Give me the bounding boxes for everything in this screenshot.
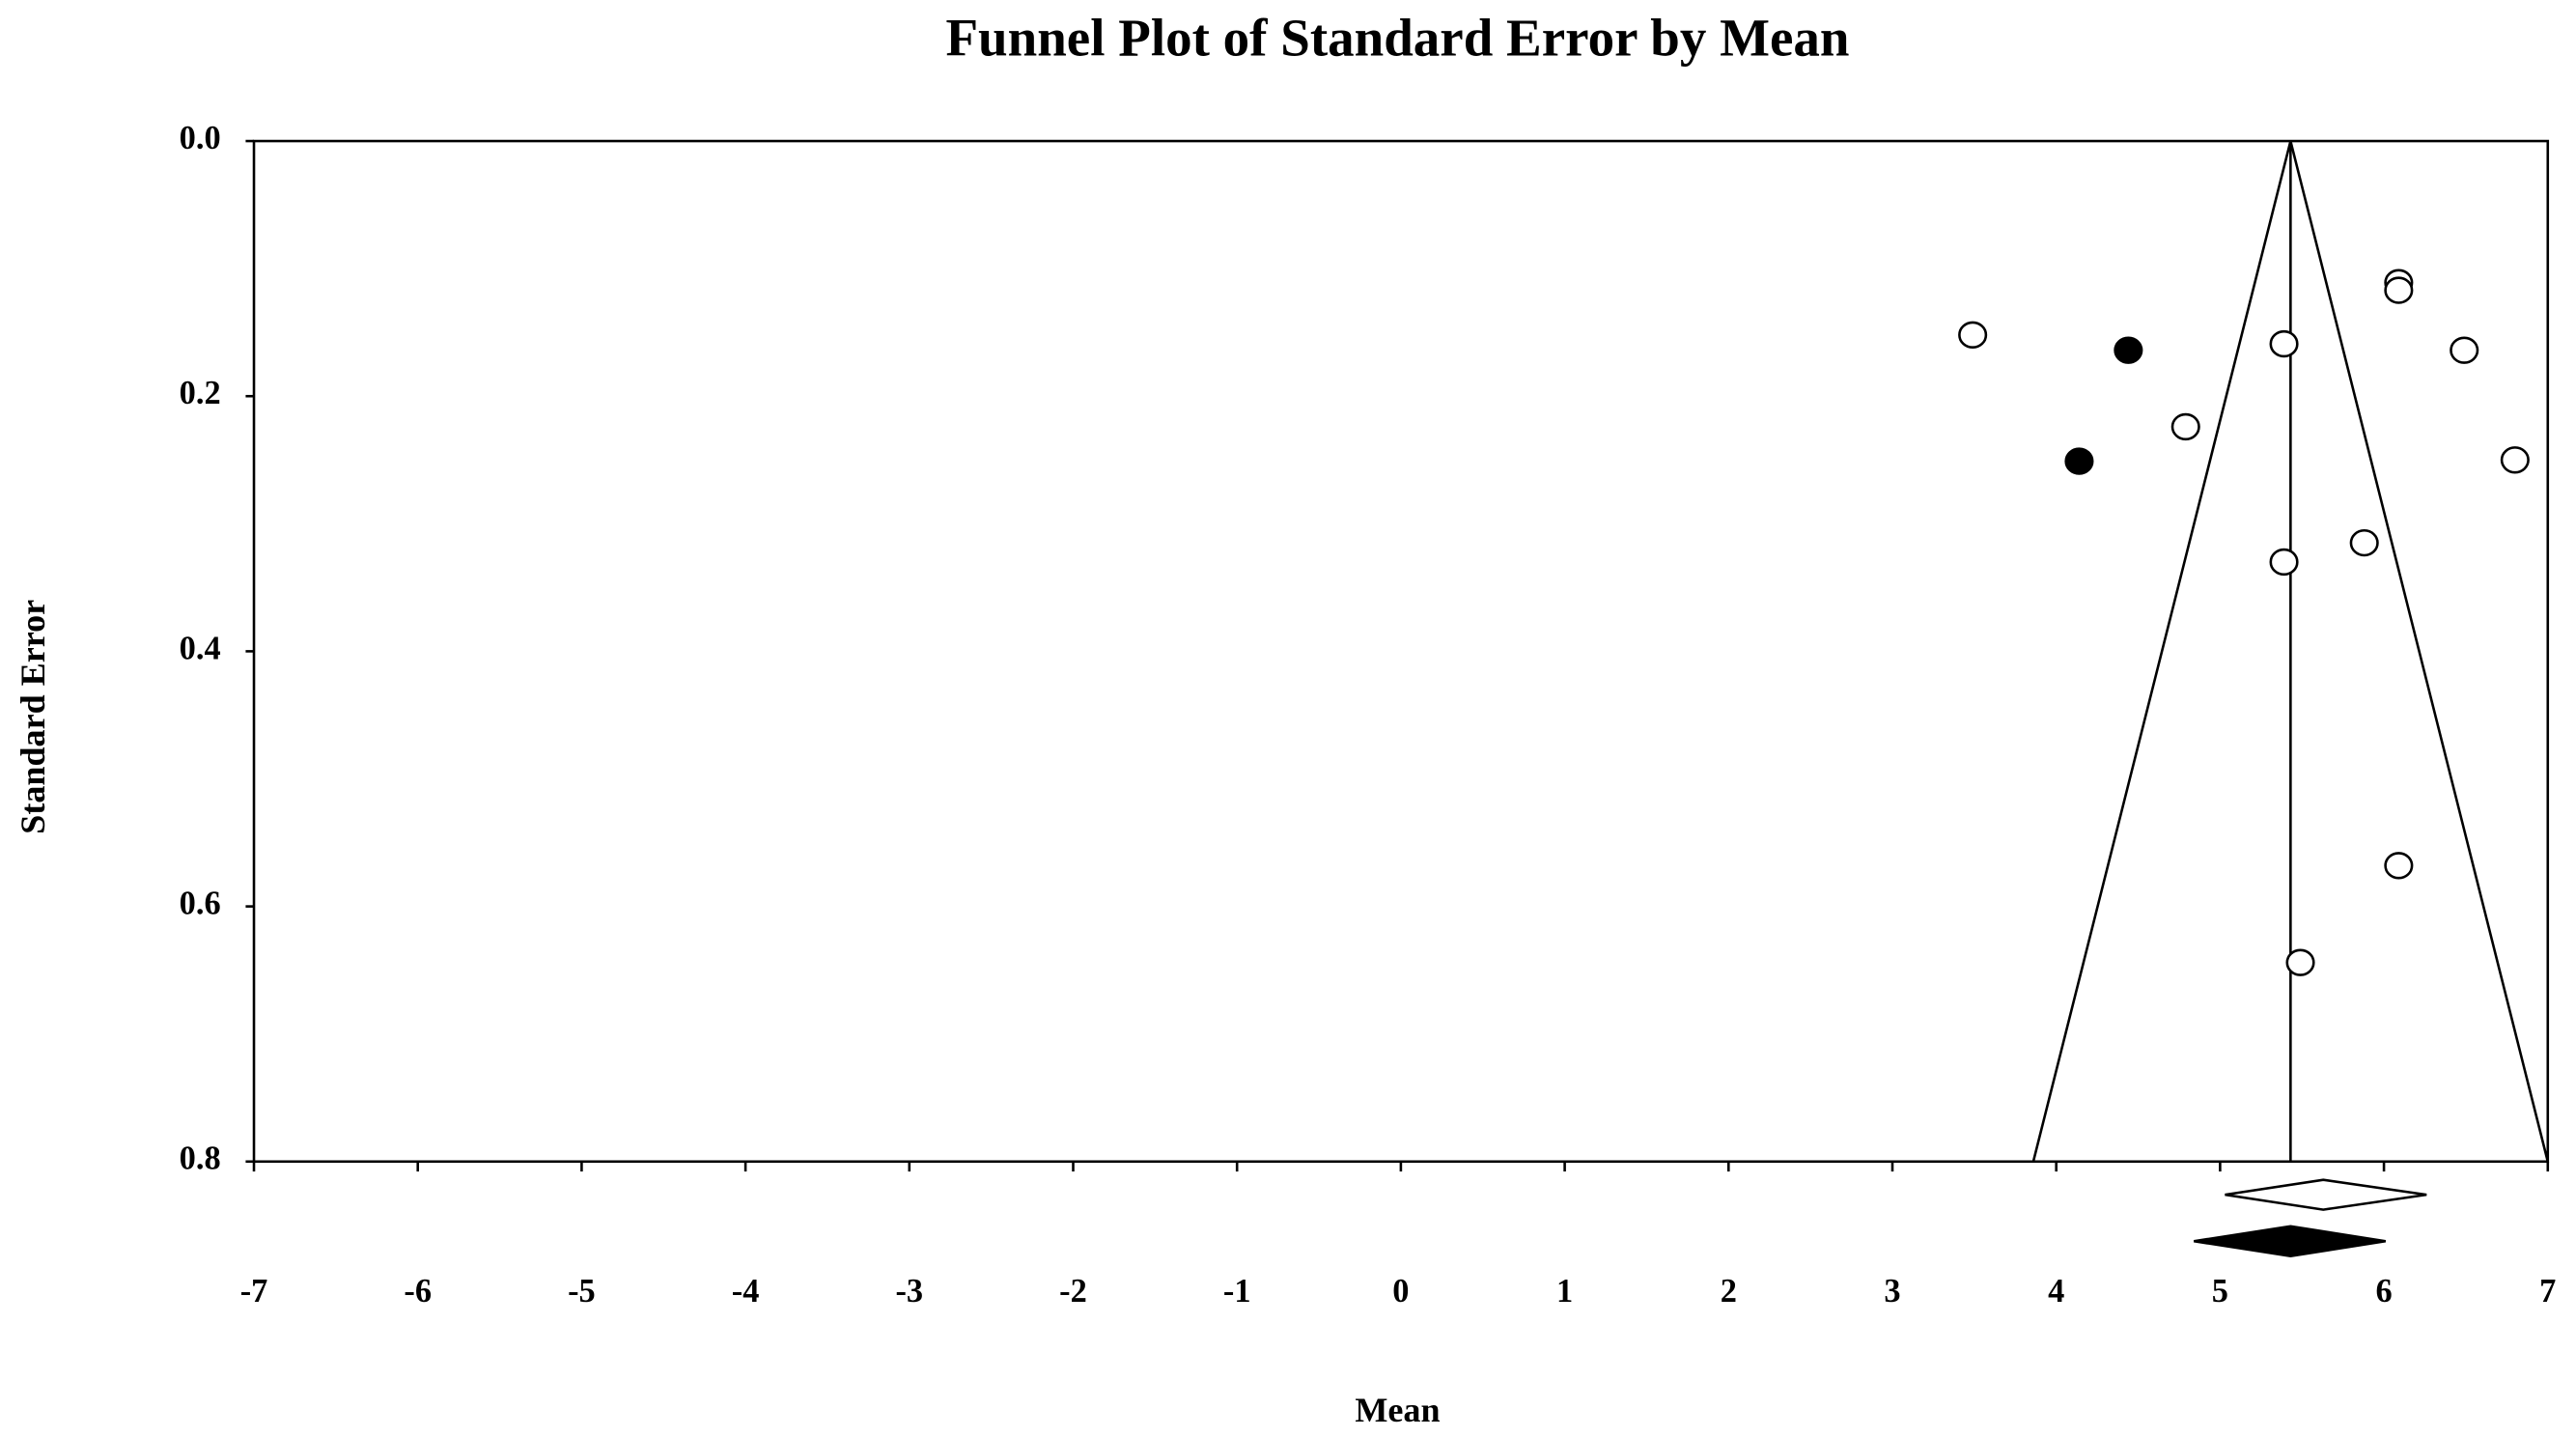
study-point [2384,276,2414,304]
summary-diamond [2194,1225,2386,1258]
x-tick-label: -6 [404,1273,432,1310]
study-point [2114,336,2143,364]
study-point [2450,336,2479,364]
x-tick-label: -5 [568,1273,596,1310]
x-tick-label: 0 [1392,1273,1409,1310]
study-point [2269,548,2299,577]
x-tick-label: 6 [2375,1273,2392,1310]
study-point [2285,948,2315,976]
x-tick-label: 3 [1884,1273,1900,1310]
study-point [2384,852,2414,880]
study-point [2500,446,2530,474]
x-tick-label: -2 [1059,1273,1087,1310]
y-tick-label: 0.4 [180,630,221,666]
study-point [2170,412,2200,441]
x-tick-label: 7 [2539,1273,2556,1310]
summary-diamond [2225,1178,2427,1211]
x-tick-label: 4 [2048,1273,2064,1310]
x-tick-label: -4 [732,1273,760,1310]
x-tick-label: 2 [1721,1273,1737,1310]
x-tick-label: 1 [1556,1273,1573,1310]
x-tick-label: -3 [895,1273,923,1310]
x-tick-label: -1 [1223,1273,1251,1310]
x-tick-label: -7 [240,1273,268,1310]
study-point [2349,528,2379,557]
y-tick-label: 0.2 [180,375,221,411]
x-axis-label: Mean [1355,1391,1440,1429]
y-axis-label: Standard Error [14,600,52,834]
x-tick-label: 5 [2212,1273,2228,1310]
y-tick-label: 0.8 [180,1141,221,1177]
y-tick-label: 0.6 [180,885,221,921]
study-point [2269,329,2299,358]
study-point [2064,447,2094,475]
study-point [1958,321,1988,350]
chart-title: Funnel Plot of Standard Error by Mean [945,8,1849,67]
y-tick-label: 0.0 [180,120,221,156]
